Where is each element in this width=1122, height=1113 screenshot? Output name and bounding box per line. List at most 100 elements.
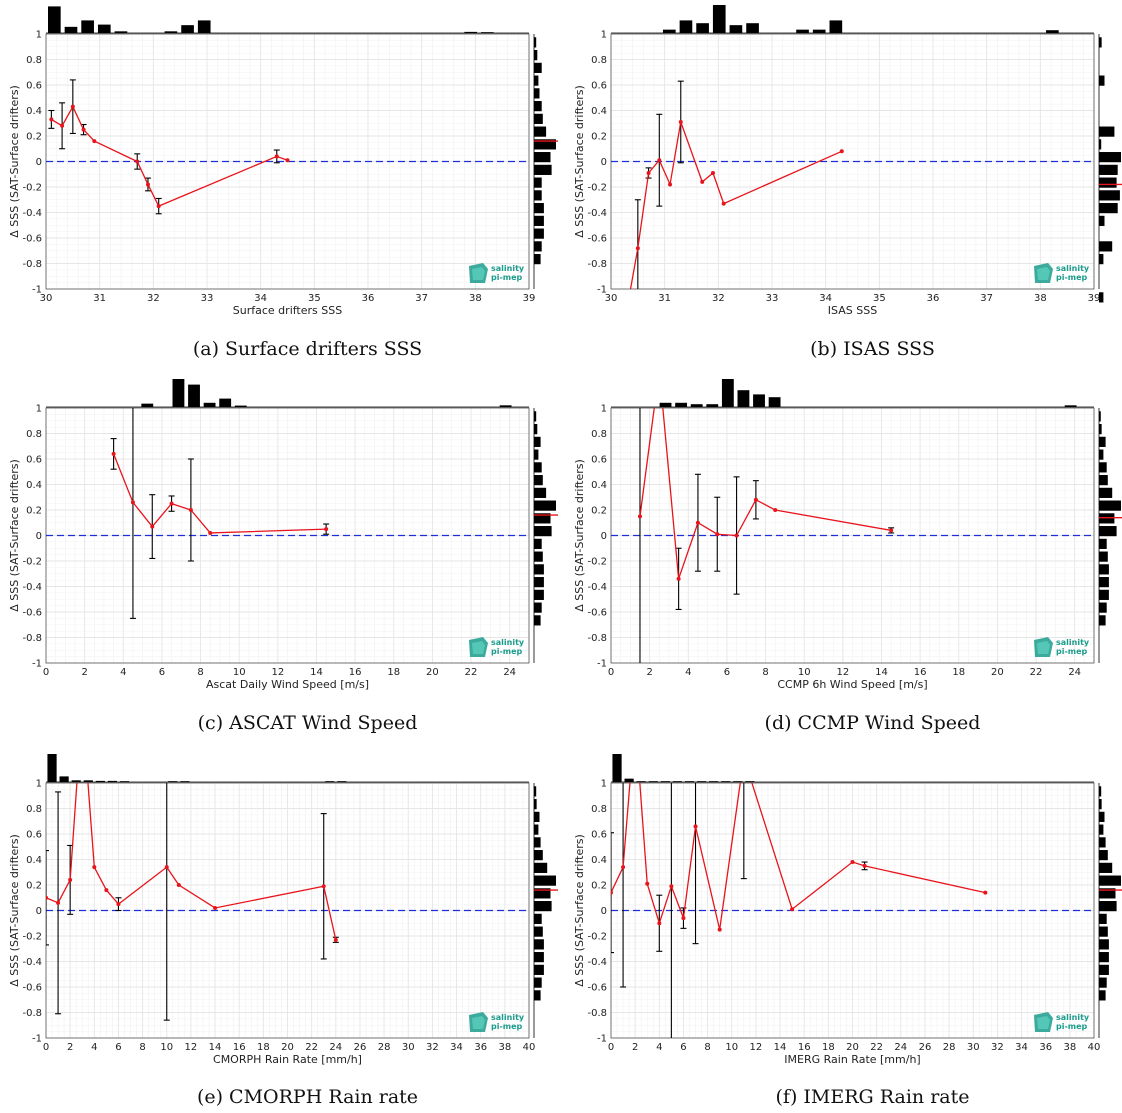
data-point	[333, 937, 338, 942]
right-hist-bar	[1099, 215, 1105, 226]
x-tick-label: 31	[658, 293, 671, 304]
right-hist-bar	[534, 602, 542, 613]
top-hist-bar	[499, 405, 512, 407]
right-hist-bar	[534, 538, 542, 549]
plot-area	[46, 79, 529, 215]
y-tick-label: 0.4	[26, 855, 42, 866]
top-hist-bar	[47, 754, 57, 782]
top-hist-bar	[648, 781, 658, 782]
data-point	[850, 860, 855, 865]
right-hist-bar	[1099, 462, 1107, 473]
top-hist-bar	[197, 20, 211, 33]
right-hist-bar	[1099, 850, 1108, 861]
panel-d: 0 2 4 6 8 10 12 14 16 18 20 22 24-1-0.8-0.6-0.4-0.20…	[573, 379, 1122, 734]
right-hist-bar	[1099, 939, 1109, 950]
x-tick-label: 32	[147, 293, 160, 304]
y-tick-label: 0.2	[591, 881, 607, 892]
y-tick-label: -0.4	[587, 582, 607, 593]
x-axis-label: CCMP 6h Wind Speed [m/s]	[777, 678, 927, 691]
right-hist-bar	[1099, 177, 1117, 188]
logo-text: salinity	[1056, 638, 1090, 647]
plot-area	[46, 783, 529, 1021]
data-point	[130, 500, 135, 505]
data-point	[56, 900, 61, 905]
right-hist-bar	[534, 850, 543, 861]
top-hist-bar	[1046, 30, 1059, 33]
y-axis-label: Δ SSS (SAT-Surface drifters)	[573, 834, 586, 987]
right-hist-bar	[1099, 824, 1104, 835]
right-hist-bar	[534, 475, 543, 486]
top-hist-bar	[168, 781, 178, 782]
top-hist-bar	[612, 754, 622, 782]
right-hist-bar	[1099, 901, 1117, 912]
right-hist-bar	[1099, 888, 1116, 899]
x-tick-label: 22	[870, 1042, 883, 1053]
right-hist-bar	[534, 88, 540, 99]
panel-caption: (f) IMERG Rain rate	[776, 1086, 970, 1108]
top-hist-bar	[745, 781, 755, 782]
x-tick-label: 35	[873, 293, 886, 304]
y-tick-label: 1	[36, 30, 42, 41]
x-tick-label: 22	[465, 667, 478, 678]
top-hist-bar	[796, 29, 809, 33]
right-hist-bar	[534, 799, 537, 810]
x-tick-label: 22	[305, 1042, 318, 1053]
top-hist-bar	[188, 384, 200, 407]
x-axis-label: Ascat Daily Wind Speed [m/s]	[206, 678, 369, 691]
right-hist-bar	[1099, 449, 1104, 460]
right-hist-bar	[1099, 602, 1107, 613]
panel-caption: (e) CMORPH Rain rate	[197, 1086, 418, 1108]
x-tick-label: 38	[1034, 293, 1047, 304]
data-point	[324, 527, 329, 532]
logo-mark-icon	[1037, 267, 1050, 280]
logo-text: pi-mep	[491, 1022, 523, 1031]
y-tick-label: -0.8	[587, 259, 607, 270]
y-tick-label: 0.8	[591, 804, 607, 815]
top-hist-bar	[672, 781, 683, 782]
x-tick-label: 38	[469, 293, 482, 304]
data-point	[715, 532, 720, 537]
top-hist-bar	[59, 776, 69, 782]
data-point	[176, 883, 181, 887]
x-tick-label: 4	[91, 1042, 97, 1053]
y-tick-label: 0.8	[591, 55, 607, 66]
y-tick-label: 0.8	[591, 429, 607, 440]
x-tick-label: 2	[81, 667, 87, 678]
logo-text: pi-mep	[491, 273, 523, 282]
data-point	[668, 182, 673, 187]
y-tick-label: 0	[36, 906, 42, 917]
right-hist-bar	[1099, 487, 1113, 498]
right-hist-bar	[1099, 952, 1109, 963]
y-tick-label: -0.6	[587, 983, 607, 994]
data-point	[621, 865, 626, 870]
mean-difference-line	[611, 783, 986, 930]
x-tick-label: 10	[160, 1042, 173, 1053]
top-hist-bar	[679, 20, 693, 33]
x-tick-label: 32	[426, 1042, 439, 1053]
top-hist-bar	[119, 781, 130, 782]
right-hist-bar	[534, 551, 543, 562]
y-tick-label: 0.6	[26, 830, 42, 841]
data-point	[208, 530, 213, 535]
y-tick-label: -1	[32, 659, 42, 670]
right-hist-bar	[1099, 811, 1105, 822]
y-tick-label: 0.2	[26, 881, 42, 892]
right-hist-bar	[1099, 37, 1102, 48]
x-tick-label: 18	[387, 667, 400, 678]
y-axis-label: Δ SSS (SAT-Surface drifters)	[8, 85, 21, 238]
right-hist-bar	[534, 126, 547, 137]
right-hist-bar	[534, 824, 539, 835]
top-hist-bar	[64, 26, 78, 33]
y-tick-label: -0.4	[587, 957, 607, 968]
x-tick-label: 35	[308, 293, 321, 304]
x-tick-label: 36	[1039, 1042, 1052, 1053]
y-tick-label: -0.2	[22, 183, 42, 194]
top-hist-bar	[164, 31, 178, 33]
y-tick-label: 0.2	[26, 132, 42, 143]
data-point	[92, 865, 97, 870]
panel-c: 0 2 4 6 8 10 12 14 16 18 20 22 24-1-0.8-0.6-0.4-0.20…	[8, 379, 558, 734]
top-hist-bar	[690, 404, 703, 407]
y-tick-label: 1	[601, 404, 607, 415]
